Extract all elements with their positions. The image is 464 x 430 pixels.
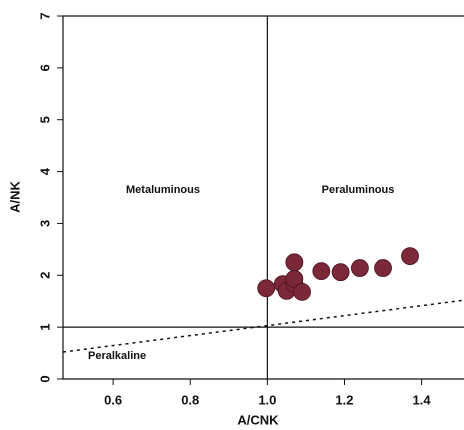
point [293, 282, 311, 301]
y-tick-label: 2 [37, 272, 52, 279]
point [312, 262, 331, 281]
y-tick-label: 4 [37, 167, 52, 175]
annotation: Metaluminous [126, 184, 200, 196]
point [331, 263, 350, 282]
y-tick-label: 6 [37, 64, 52, 71]
x-axis-label: A/CNK [237, 412, 279, 427]
y-axis-label: A/NK [7, 181, 22, 213]
boundary-line [62, 299, 464, 353]
x-tick-label: 1.4 [413, 392, 432, 407]
annotation: Peralkaline [88, 350, 146, 362]
y-tick-label: 0 [37, 375, 52, 382]
point [374, 259, 392, 277]
annotation: Peraluminous [322, 184, 395, 196]
x-tick-label: 0.8 [181, 392, 199, 407]
y-tick-label: 1 [37, 324, 52, 331]
point [285, 253, 304, 272]
x-tick-label: 0.6 [104, 392, 122, 407]
y-tick-label: 5 [37, 116, 52, 123]
x-tick-label: 1.0 [258, 392, 276, 407]
plot-frame [62, 15, 464, 380]
point [401, 247, 419, 265]
y-tick-label: 3 [37, 220, 52, 227]
point [257, 279, 276, 298]
x-tick-label: 1.2 [335, 392, 353, 407]
point [350, 259, 369, 277]
y-tick-label: 7 [37, 12, 52, 19]
